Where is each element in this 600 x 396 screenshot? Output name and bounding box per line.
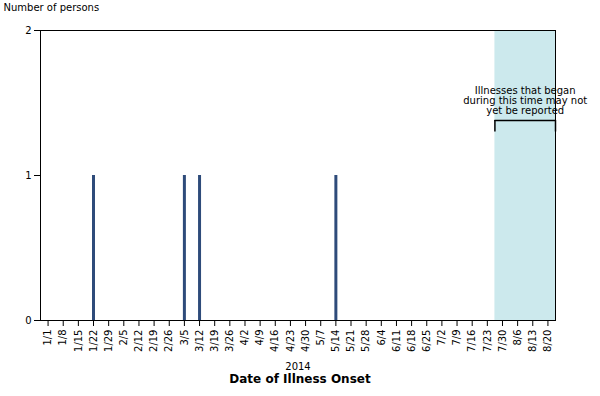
svg-text:3/12: 3/12 [194, 330, 205, 352]
svg-text:5/14: 5/14 [330, 330, 341, 352]
svg-text:Illnesses that beganduring thi: Illnesses that beganduring this time may… [463, 85, 587, 116]
svg-text:5/7: 5/7 [315, 330, 326, 346]
svg-text:4/9: 4/9 [254, 330, 265, 346]
svg-text:7/9: 7/9 [451, 330, 462, 346]
svg-text:8/20: 8/20 [542, 330, 553, 352]
svg-text:2/5: 2/5 [118, 330, 129, 346]
svg-text:1: 1 [25, 170, 31, 181]
svg-text:Number of persons: Number of persons [4, 2, 100, 13]
svg-text:6/11: 6/11 [391, 330, 402, 352]
svg-text:2: 2 [25, 25, 31, 36]
svg-text:6/18: 6/18 [406, 330, 417, 352]
html-text:Date of Illness Onset: Date of Illness Onset [229, 372, 371, 386]
svg-text:2014: 2014 [285, 361, 310, 372]
svg-text:1/29: 1/29 [103, 330, 114, 352]
svg-text:7/16: 7/16 [466, 330, 477, 352]
svg-text:5/28: 5/28 [360, 330, 371, 352]
svg-text:0: 0 [25, 315, 31, 326]
svg-text:1/8: 1/8 [57, 330, 68, 346]
svg-text:2/26: 2/26 [163, 330, 174, 352]
svg-text:1/1: 1/1 [42, 330, 53, 346]
svg-text:5/21: 5/21 [345, 330, 356, 352]
svg-text:2/12: 2/12 [133, 330, 144, 352]
svg-text:3/5: 3/5 [179, 330, 190, 346]
svg-text:2/19: 2/19 [148, 330, 159, 352]
svg-text:6/4: 6/4 [376, 330, 387, 346]
svg-text:6/25: 6/25 [421, 330, 432, 352]
svg-text:8/13: 8/13 [527, 330, 538, 352]
svg-text:1/15: 1/15 [73, 330, 84, 352]
svg-text:8/6: 8/6 [512, 330, 523, 346]
svg-text:3/26: 3/26 [224, 330, 235, 352]
svg-text:4/16: 4/16 [269, 330, 280, 352]
svg-text:7/2: 7/2 [436, 330, 447, 346]
svg-text:4/30: 4/30 [300, 330, 311, 352]
svg-text:4/23: 4/23 [285, 330, 296, 352]
svg-text:4/2: 4/2 [239, 330, 250, 346]
svg-text:3/19: 3/19 [209, 330, 220, 352]
svg-text:1/22: 1/22 [88, 330, 99, 352]
svg-text:7/30: 7/30 [497, 330, 508, 352]
svg-text:7/23: 7/23 [482, 330, 493, 352]
